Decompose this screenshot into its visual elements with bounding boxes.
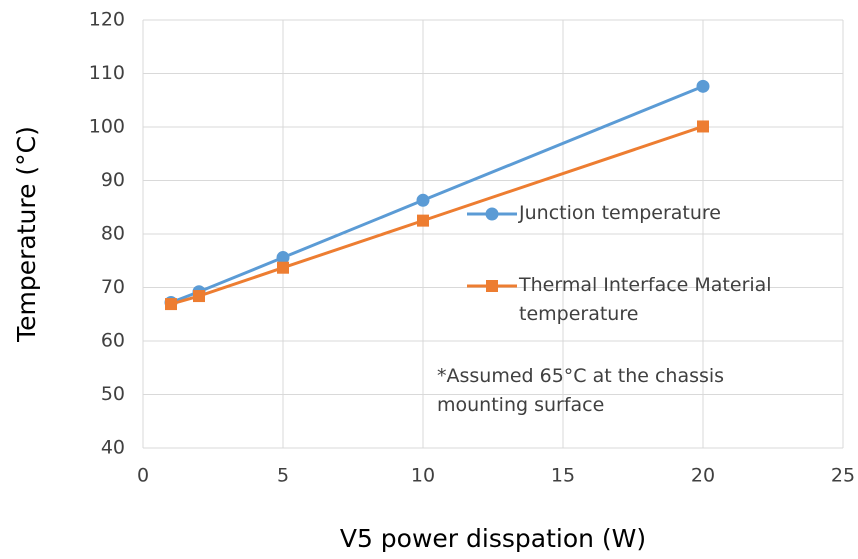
y-tick-label: 90	[101, 169, 125, 191]
legend-marker	[485, 207, 499, 221]
x-tick-label: 0	[137, 465, 149, 487]
y-tick-label: 40	[101, 437, 125, 459]
data-point	[416, 193, 430, 207]
y-tick-label: 100	[89, 116, 125, 138]
legend-label: Thermal Interface Material temperature	[519, 274, 772, 325]
data-point	[276, 251, 290, 265]
data-point	[697, 120, 709, 133]
data-point	[165, 298, 177, 311]
x-tick-label: 25	[831, 465, 855, 487]
y-tick-label: 60	[101, 330, 125, 352]
y-tick-label: 80	[101, 223, 125, 245]
y-axis-title: Temperature (°C)	[12, 126, 41, 343]
x-tick-label: 15	[551, 465, 575, 487]
x-tick-label: 5	[277, 465, 289, 487]
y-tick-label: 110	[89, 62, 125, 84]
x-tick-label: 20	[691, 465, 715, 487]
legend-marker	[486, 280, 498, 292]
annotation: *Assumed 65°C at the chassis mounting su…	[437, 365, 725, 416]
y-tick-label: 50	[101, 383, 125, 405]
data-point	[696, 79, 710, 93]
y-tick-label: 70	[101, 276, 125, 298]
y-tick-label: 120	[89, 9, 125, 31]
data-point	[277, 261, 289, 274]
legend-label: Junction temperature	[519, 202, 721, 224]
data-point	[417, 214, 429, 227]
data-point	[193, 290, 205, 303]
x-tick-label: 10	[411, 465, 435, 487]
x-axis-title: V5 power disspation (W)	[340, 524, 646, 553]
